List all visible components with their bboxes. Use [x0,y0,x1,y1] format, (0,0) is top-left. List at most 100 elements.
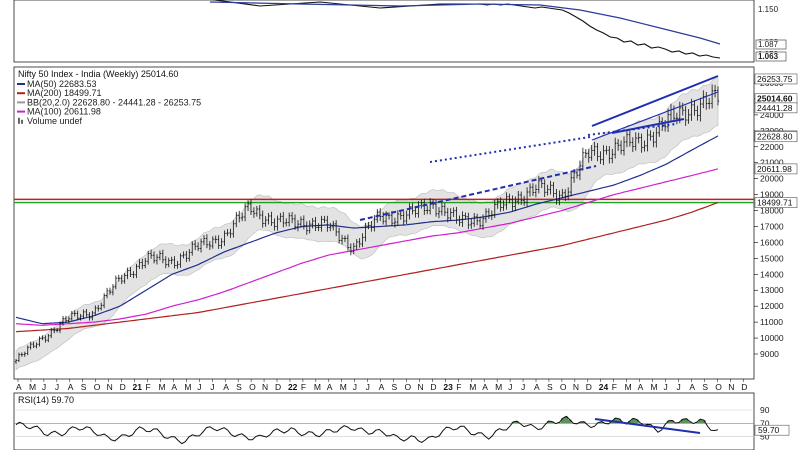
x-tick-label: O [715,382,722,392]
x-tick-label: 24 [599,382,609,392]
price-bar [208,240,212,250]
price-bar [332,220,335,231]
price-bar [111,284,115,296]
price-bar [684,105,687,126]
y-tick-label: 14000 [760,269,784,279]
x-tick-label: A [327,382,333,392]
price-bar [50,327,53,339]
price-bar [70,311,74,321]
price-bar [522,195,526,206]
price-bar [564,189,567,201]
price-bar [317,223,320,232]
x-tick-label: A [638,382,644,392]
x-tick-label: J [676,382,680,392]
price-bar [426,205,429,215]
rsi-panel: RSI(14) 59.70 50 70 90 59.70 [13,392,790,451]
price-bar [611,148,614,164]
y-tick-label: 15000 [760,253,784,263]
x-tick-label: D [275,382,281,392]
price-bar [282,211,285,228]
price-bar [173,256,176,269]
price-bar [185,251,188,263]
y-tick-label: 17000 [760,221,784,231]
price-bar [699,97,702,122]
price-bar [132,271,135,279]
price-bar [511,195,514,211]
x-tick-label: A [223,382,229,392]
price-bar [487,208,491,219]
price-bar [305,221,308,235]
trendlines [359,75,719,221]
y-tick-label: 21000 [760,158,784,168]
price-bar [666,108,670,133]
price-bar [94,305,97,316]
price-bar [555,189,558,205]
price-bar [634,132,637,151]
price-bar [428,198,432,215]
price-bar [246,200,250,211]
price-bar [655,127,658,148]
price-bar [217,235,220,249]
price-bar [543,179,546,197]
price-bar [605,145,608,155]
top-tick-label: 1.150 [758,5,779,14]
price-bar [408,203,411,220]
x-tick-label: F [612,382,617,392]
price-bar [517,190,520,205]
price-bar [455,206,458,224]
x-tick-label: O [405,382,412,392]
x-tick-label: N [107,382,113,392]
price-bar [32,341,35,349]
price-bar [687,109,690,124]
x-tick-label: F [146,382,151,392]
price-bar [123,273,126,284]
price-bar [440,202,444,216]
price-bar [296,220,300,232]
price-bar [14,359,18,364]
price-bar [640,133,643,153]
price-tag-box [754,131,798,143]
price-tag-label: 24441.28 [757,103,793,113]
price-bar [108,287,112,295]
price-bar [587,148,590,163]
price-bar [652,131,655,148]
x-tick-label: A [689,382,695,392]
legend-label: MA(50) 22683.53 [27,79,97,89]
price-bar [599,151,602,164]
x-tick-label: J [521,382,525,392]
price-bar [240,212,244,222]
price-bar [534,184,538,198]
price-bar [202,235,206,246]
price-bar [349,243,353,256]
x-tick-label: 21 [133,382,143,392]
price-bar [637,132,640,144]
price-bar [64,315,68,323]
x-tick-label: N [262,382,268,392]
price-bar [17,352,21,363]
legend-box [15,68,215,126]
price-tag-label: 26253.75 [757,74,793,84]
x-tick-label: J [664,382,668,392]
price-bar [114,275,118,290]
price-bar [161,249,165,264]
price-bar [311,217,314,229]
legend-label: MA(100) 20611.98 [27,107,101,117]
price-bar [613,137,617,159]
legend: Nifty 50 Index - India (Weekly) 25014.60… [15,68,215,126]
price-bar [290,212,294,224]
x-tick-label: J [508,382,512,392]
price-bar [702,90,705,109]
x-tick-label: J [353,382,357,392]
dashed-support-trendline [359,165,597,221]
price-bar [238,210,241,223]
price-bar [220,238,223,249]
price-bar [514,196,517,211]
price-bar [44,335,47,343]
price-bar [643,140,646,152]
x-tick-label: D [120,382,126,392]
price-bar [158,250,162,261]
x-tick-label: D [741,382,747,392]
price-bar [258,204,261,220]
price-tags: 26253.7525014.6024441.2822683.5322628.80… [754,73,798,208]
price-bar [252,207,256,218]
